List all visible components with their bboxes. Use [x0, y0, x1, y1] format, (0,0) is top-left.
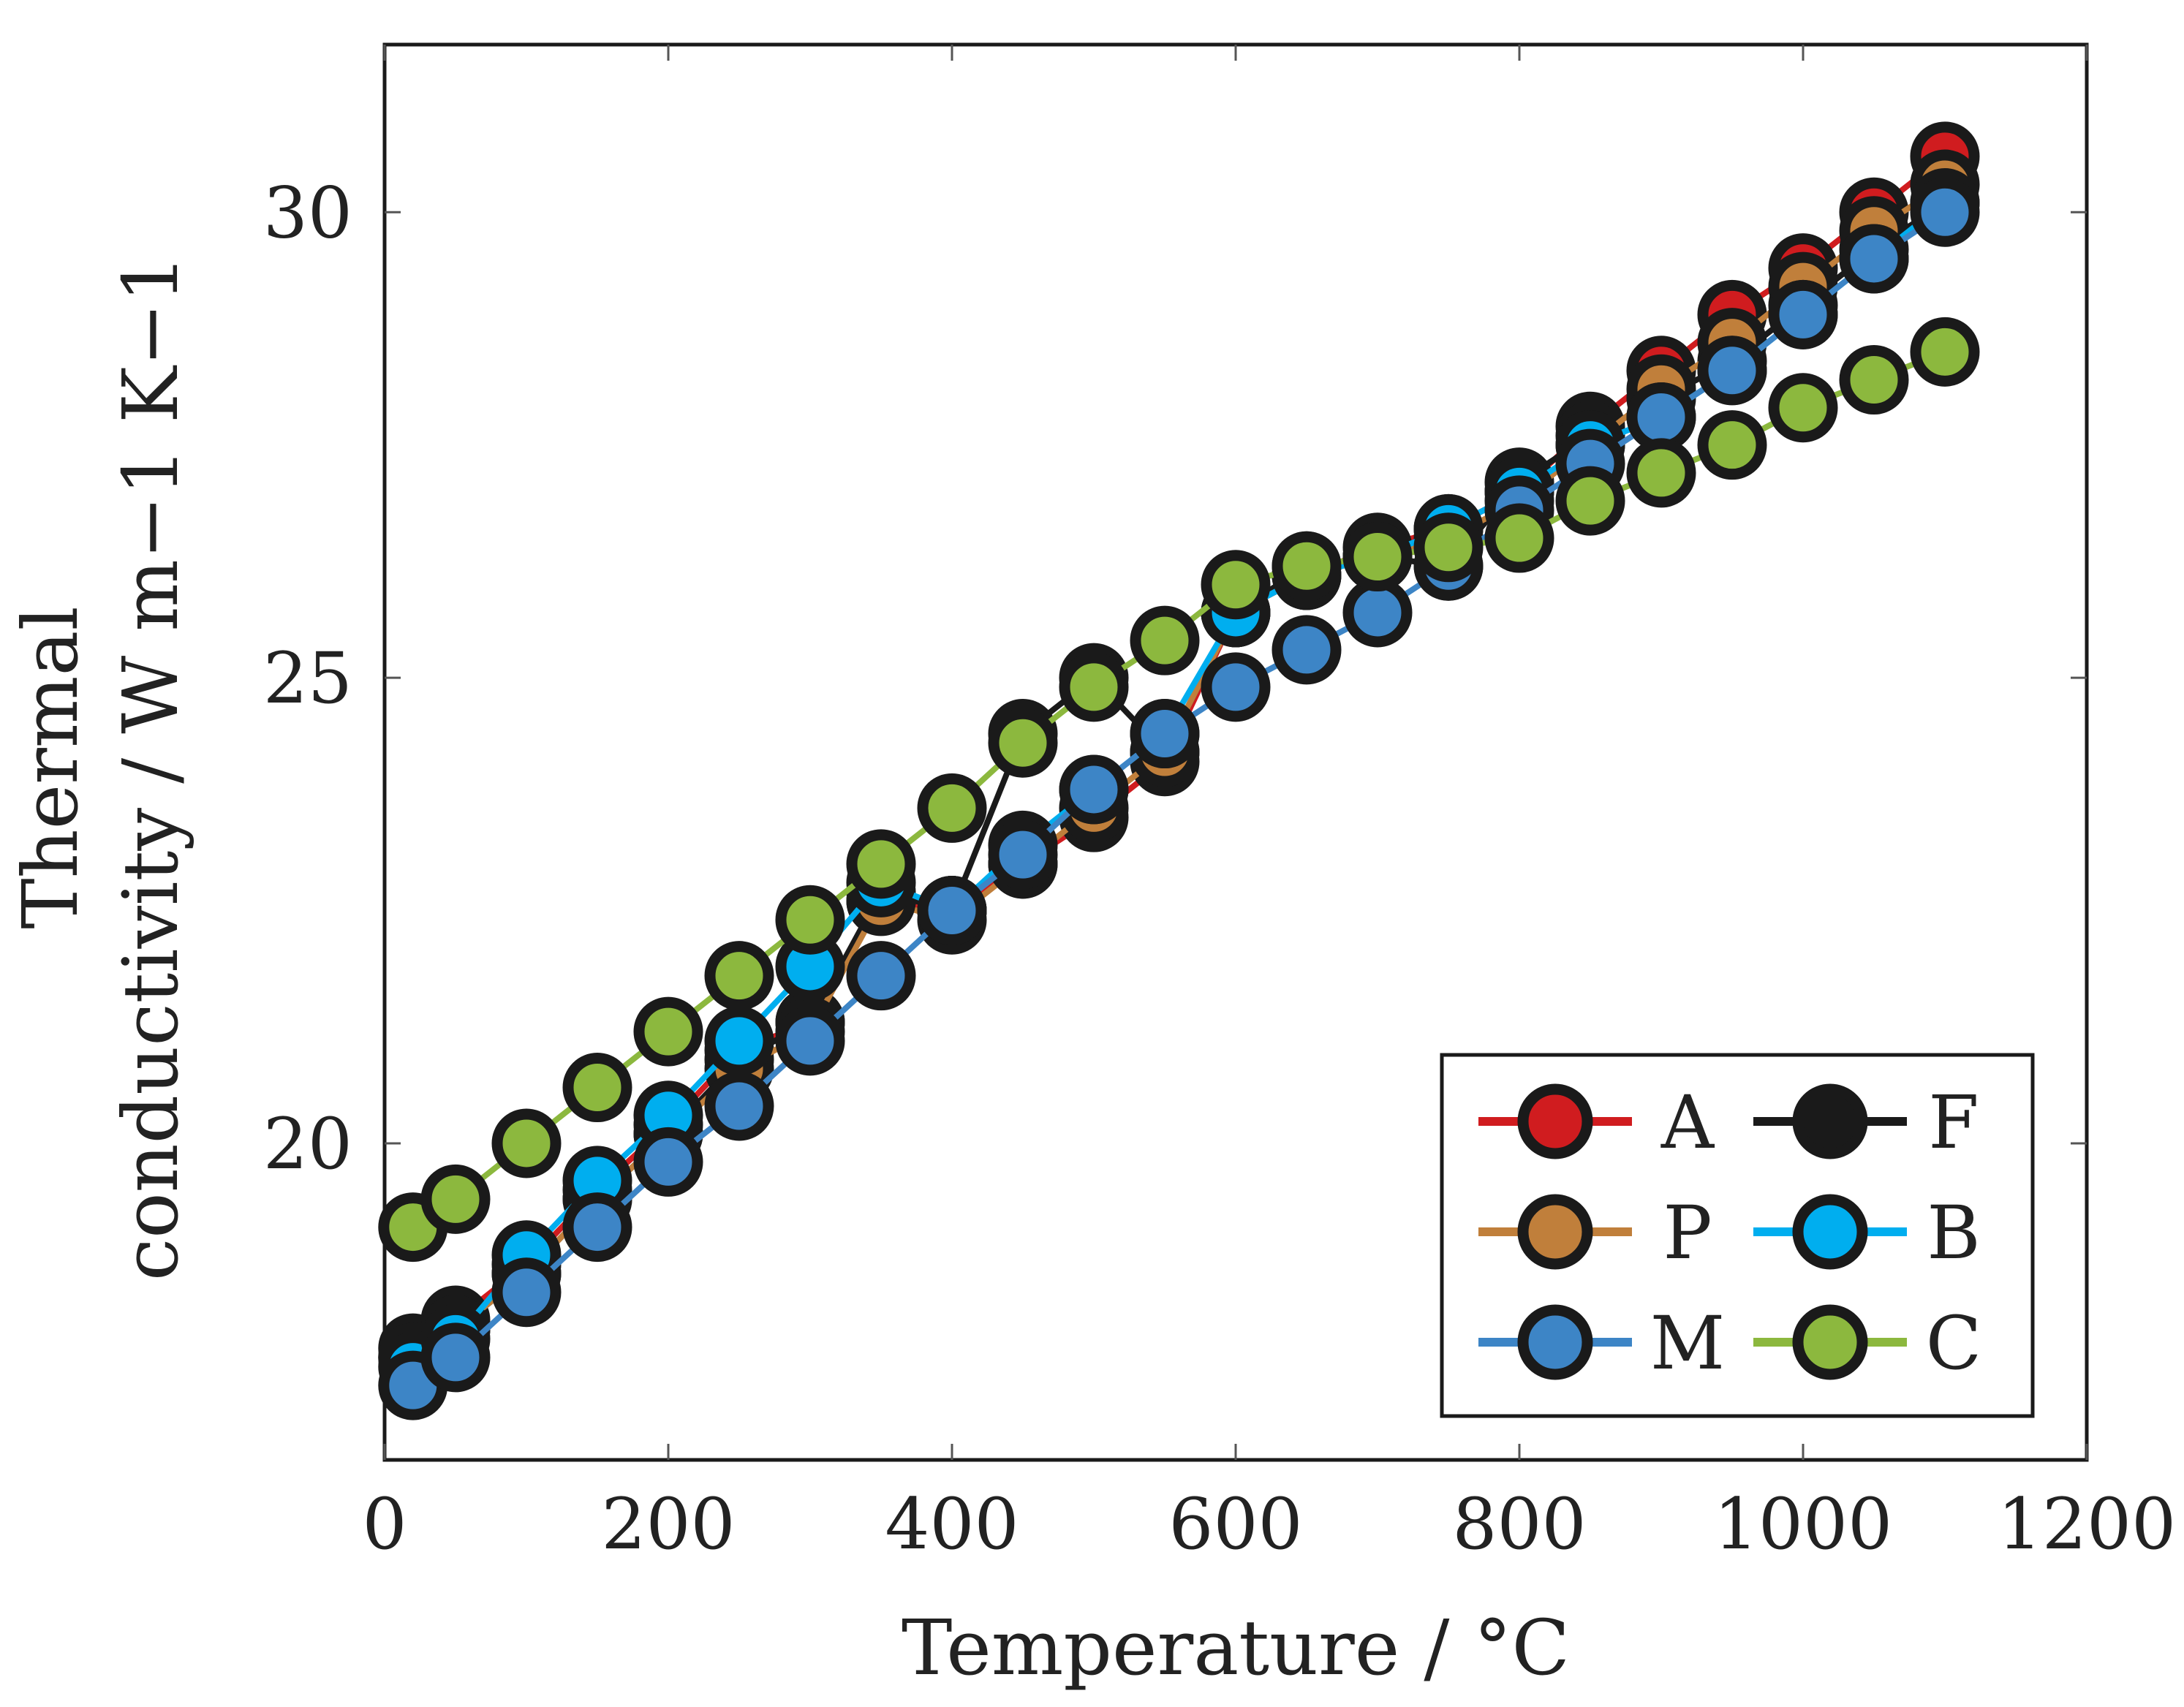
data-point — [988, 820, 1058, 890]
data-point — [704, 1071, 774, 1141]
data-point — [420, 1164, 491, 1234]
legend-marker — [1792, 1304, 1868, 1380]
legend-marker — [1792, 1083, 1868, 1159]
data-point — [1768, 373, 1838, 443]
legend-entry-F: F — [1753, 1080, 1979, 1165]
data-point — [1910, 177, 1980, 247]
x-tick-label: 800 — [1452, 1483, 1586, 1565]
data-point — [1626, 382, 1696, 452]
y-tick-label: 30 — [263, 172, 352, 254]
legend-entry-A: A — [1478, 1080, 1715, 1165]
data-point — [1059, 652, 1129, 722]
data-point — [1059, 754, 1129, 825]
data-point — [491, 1108, 562, 1178]
data-point — [1272, 531, 1342, 601]
data-point — [704, 1006, 774, 1076]
data-point — [1555, 466, 1625, 536]
legend: A F P B M C — [1440, 1053, 2035, 1418]
x-axis-title: Temperature / °C — [902, 1603, 1570, 1692]
data-point — [1201, 652, 1271, 722]
series-layer — [378, 121, 1980, 1420]
legend-marker — [1517, 1304, 1593, 1380]
y-axis-title-line-2: conductivity / W m−1 K−1 — [106, 254, 195, 1281]
data-point — [491, 1257, 562, 1328]
legend-entry-C: C — [1753, 1301, 1981, 1386]
x-tick-label: 200 — [601, 1483, 735, 1565]
data-point — [1272, 615, 1342, 685]
legend-label: M — [1650, 1301, 1725, 1386]
series-C — [378, 317, 1980, 1263]
x-tick-label: 600 — [1168, 1483, 1302, 1565]
data-point — [1130, 605, 1200, 675]
axis-ticks: 0 200 400 600 800 1000 1200 20 25 30 — [263, 45, 2176, 1565]
data-point — [704, 941, 774, 1011]
data-point — [1839, 224, 1909, 294]
data-point — [1201, 550, 1271, 620]
data-point — [917, 773, 987, 843]
data-point — [1413, 512, 1484, 583]
data-point — [1910, 317, 1980, 387]
legend-marker — [1792, 1194, 1868, 1270]
legend-label: A — [1660, 1080, 1715, 1165]
legend-marker — [1517, 1083, 1593, 1159]
legend-marker — [1517, 1194, 1593, 1270]
data-point — [988, 708, 1058, 778]
data-point — [1839, 345, 1909, 415]
data-point — [1130, 699, 1200, 769]
data-point — [420, 1322, 491, 1393]
data-point — [775, 1006, 845, 1076]
legend-label: C — [1926, 1301, 1982, 1386]
x-tick-label: 1000 — [1714, 1483, 1892, 1565]
data-point — [1342, 578, 1413, 648]
data-point — [846, 829, 916, 899]
data-point — [775, 885, 845, 955]
legend-entry-P: P — [1478, 1190, 1712, 1276]
data-point — [1484, 503, 1554, 573]
legend-entry-B: B — [1753, 1190, 1981, 1276]
y-tick-label: 20 — [263, 1103, 352, 1185]
data-point — [917, 876, 987, 946]
data-point — [562, 1053, 632, 1123]
y-axis-title-line-1: Thermal — [6, 606, 95, 929]
data-point — [562, 1192, 632, 1263]
data-point — [1697, 410, 1767, 480]
x-tick-label: 0 — [362, 1483, 407, 1565]
legend-label: F — [1928, 1080, 1979, 1165]
x-tick-label: 1200 — [1998, 1483, 2176, 1565]
y-tick-label: 25 — [263, 637, 352, 719]
data-point — [846, 941, 916, 1011]
legend-label: P — [1663, 1190, 1712, 1276]
legend-label: B — [1927, 1190, 1981, 1276]
data-point — [1697, 336, 1767, 406]
data-point — [1768, 279, 1838, 349]
x-tick-label: 400 — [885, 1483, 1019, 1565]
legend-entry-M: M — [1478, 1301, 1725, 1386]
data-point — [633, 996, 703, 1067]
data-point — [1626, 438, 1696, 508]
data-point — [1342, 522, 1413, 592]
data-point — [633, 1127, 703, 1197]
